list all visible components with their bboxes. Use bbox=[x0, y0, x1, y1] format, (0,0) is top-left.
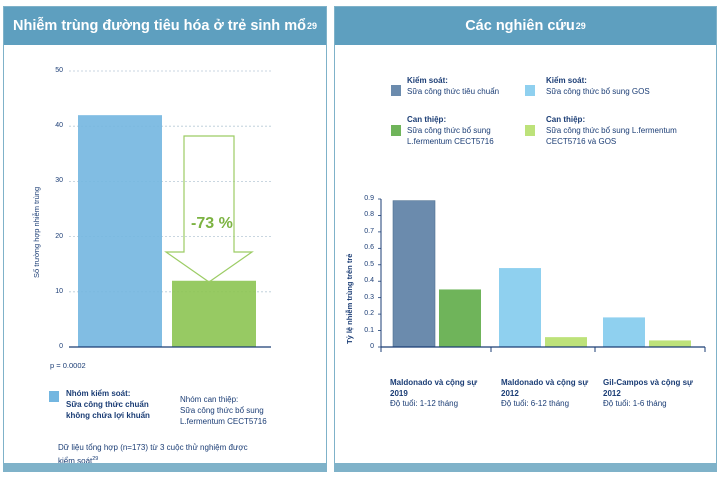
reduction-arrow bbox=[164, 135, 254, 283]
right-panel-header: Các nghiên cứu 29 bbox=[335, 7, 716, 46]
left-panel-footer-bar bbox=[4, 463, 326, 471]
legend-desc-control-standard: Sữa công thức tiêu chuẩn bbox=[407, 87, 500, 96]
legend-title-intervention-lf: Can thiệp: bbox=[407, 115, 447, 124]
y-tick-label: 0.8 bbox=[364, 211, 374, 219]
group-study-2: Maldonado và cộng sự 2012 bbox=[501, 378, 589, 398]
left-title-ref: 29 bbox=[306, 21, 317, 31]
reduction-label: -73 % bbox=[191, 215, 233, 232]
group-study-3: Gil-Campos và cộng sự 2012 bbox=[603, 378, 693, 398]
group-age-1: Độ tuổi: 1-12 tháng bbox=[390, 399, 459, 408]
y-tick-label: 0.1 bbox=[364, 326, 374, 334]
bar-intervention bbox=[172, 280, 256, 347]
control-legend-desc: Sữa công thức chuẩn không chứa lợi khuẩn bbox=[66, 400, 150, 420]
y-tick-label: 0.3 bbox=[364, 293, 374, 301]
legend-desc-control-gos: Sữa công thức bổ sung GOS bbox=[546, 87, 650, 96]
bar-g3-s1 bbox=[603, 317, 645, 347]
y-tick-label: 40 bbox=[55, 122, 63, 130]
legend-desc-intervention-lf-gos: Sữa công thức bổ sung L.fermentum CECT57… bbox=[546, 126, 677, 146]
group-age-3: Độ tuổi: 1-6 tháng bbox=[603, 399, 667, 408]
legend-swatch-intervention-lf bbox=[391, 125, 401, 136]
control-legend-swatch bbox=[49, 391, 59, 402]
right-y-axis-label: Tỷ lệ nhiễm trùng trên trẻ bbox=[345, 253, 354, 344]
y-tick-label: 0.4 bbox=[364, 277, 374, 285]
footnote-text: Dữ liệu tổng hợp (n=173) từ 3 cuộc thử n… bbox=[58, 443, 248, 466]
bar-control bbox=[78, 115, 162, 347]
footnote: Dữ liệu tổng hợp (n=173) từ 3 cuộc thử n… bbox=[58, 443, 248, 467]
legend-desc-intervention-lf: Sữa công thức bổ sung L.fermentum CECT57… bbox=[407, 126, 494, 146]
bar-g1-s2 bbox=[439, 289, 481, 347]
group-label-3: Gil-Campos và cộng sự 2012 Độ tuổi: 1-6 … bbox=[603, 378, 698, 410]
y-tick-label: 0 bbox=[370, 343, 374, 350]
footnote-ref: 29 bbox=[92, 455, 99, 462]
p-value: p = 0.0002 bbox=[50, 361, 86, 370]
legend-title-control-standard: Kiểm soát: bbox=[407, 76, 448, 85]
y-tick-label: 20 bbox=[55, 232, 63, 240]
y-tick-label: 0.7 bbox=[364, 227, 374, 235]
y-tick-label: 0.6 bbox=[364, 244, 374, 252]
left-panel: Nhiễm trùng đường tiêu hóa ở trẻ sinh mổ… bbox=[3, 6, 327, 472]
group-label-2: Maldonado và cộng sự 2012 Độ tuổi: 6-12 … bbox=[501, 378, 593, 410]
legend-swatch-intervention-lf-gos bbox=[525, 125, 535, 136]
right-panel-title: Các nghiên cứu bbox=[465, 18, 575, 34]
bar-g2-s3 bbox=[545, 337, 587, 347]
left-panel-title: Nhiễm trùng đường tiêu hóa ở trẻ sinh mổ bbox=[13, 18, 306, 34]
y-tick-label: 0 bbox=[59, 343, 63, 350]
y-tick-label: 10 bbox=[55, 287, 63, 295]
group-study-1: Maldonado và cộng sự 2019 bbox=[390, 378, 478, 398]
y-tick-label: 0.5 bbox=[364, 260, 374, 268]
right-title-ref: 29 bbox=[575, 21, 586, 31]
intervention-legend-desc: Sữa công thức bổ sung L.fermentum CECT57… bbox=[180, 406, 267, 426]
right-bar-chart bbox=[378, 198, 706, 352]
control-legend-title: Nhóm kiểm soát: bbox=[66, 389, 131, 398]
legend-title-intervention-lf-gos: Can thiệp: bbox=[546, 115, 586, 124]
group-label-1: Maldonado và cộng sự 2019 Độ tuổi: 1-12 … bbox=[390, 378, 482, 410]
bar-g2-s1 bbox=[499, 268, 541, 347]
right-panel: Các nghiên cứu 29 Kiểm soát: Sữa công thứ… bbox=[334, 6, 717, 472]
left-bar-chart bbox=[69, 70, 271, 348]
y-tick-label: 50 bbox=[55, 67, 63, 74]
intervention-legend-title: Nhóm can thiệp: bbox=[180, 395, 239, 404]
legend-swatch-control-standard bbox=[391, 85, 401, 96]
bar-g1-s0 bbox=[392, 200, 436, 348]
y-tick-label: 0.9 bbox=[364, 195, 374, 202]
legend-swatch-control-gos bbox=[525, 85, 535, 96]
group-age-2: Độ tuổi: 6-12 tháng bbox=[501, 399, 570, 408]
right-panel-footer-bar bbox=[335, 463, 716, 471]
y-tick-label: 0.2 bbox=[364, 310, 374, 318]
legend-title-control-gos: Kiểm soát: bbox=[546, 76, 587, 85]
left-panel-header: Nhiễm trùng đường tiêu hóa ở trẻ sinh mổ… bbox=[4, 7, 326, 46]
y-tick-label: 30 bbox=[55, 177, 63, 185]
bar-g3-s3 bbox=[649, 340, 691, 347]
left-y-axis-label: Số trường hợp nhiễm trùng bbox=[32, 186, 41, 278]
